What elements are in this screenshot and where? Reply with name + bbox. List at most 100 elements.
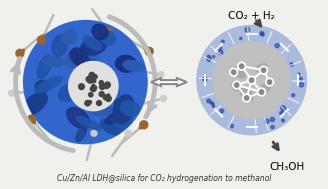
Ellipse shape bbox=[52, 35, 67, 57]
Ellipse shape bbox=[256, 64, 267, 72]
Circle shape bbox=[106, 96, 111, 101]
Circle shape bbox=[91, 130, 97, 136]
Circle shape bbox=[93, 75, 97, 79]
Ellipse shape bbox=[50, 101, 67, 110]
Ellipse shape bbox=[104, 83, 120, 96]
Circle shape bbox=[281, 106, 285, 110]
Circle shape bbox=[212, 105, 215, 107]
Circle shape bbox=[230, 68, 238, 76]
Ellipse shape bbox=[88, 65, 98, 78]
Ellipse shape bbox=[89, 103, 112, 116]
Circle shape bbox=[99, 92, 104, 97]
Text: CO₂ + H₂: CO₂ + H₂ bbox=[228, 11, 275, 21]
Circle shape bbox=[86, 77, 92, 82]
Ellipse shape bbox=[87, 79, 103, 90]
Circle shape bbox=[270, 117, 275, 122]
Circle shape bbox=[92, 84, 95, 88]
Circle shape bbox=[9, 90, 15, 96]
Circle shape bbox=[239, 64, 244, 68]
Circle shape bbox=[238, 62, 246, 70]
Ellipse shape bbox=[93, 98, 106, 126]
Circle shape bbox=[210, 101, 213, 104]
Circle shape bbox=[158, 72, 164, 77]
Circle shape bbox=[69, 61, 118, 111]
Circle shape bbox=[299, 82, 304, 87]
Circle shape bbox=[230, 124, 234, 128]
Ellipse shape bbox=[57, 69, 79, 91]
Circle shape bbox=[107, 94, 110, 97]
Ellipse shape bbox=[53, 65, 70, 76]
Circle shape bbox=[207, 57, 211, 61]
Circle shape bbox=[38, 36, 46, 44]
Circle shape bbox=[160, 95, 167, 101]
Ellipse shape bbox=[76, 48, 102, 68]
Ellipse shape bbox=[77, 66, 93, 84]
Ellipse shape bbox=[60, 97, 75, 105]
Ellipse shape bbox=[109, 99, 130, 108]
Circle shape bbox=[267, 80, 272, 84]
Ellipse shape bbox=[101, 31, 115, 45]
Circle shape bbox=[290, 63, 293, 66]
Ellipse shape bbox=[48, 67, 64, 76]
Ellipse shape bbox=[62, 30, 76, 44]
Ellipse shape bbox=[106, 96, 120, 117]
Circle shape bbox=[28, 115, 35, 123]
Ellipse shape bbox=[80, 95, 95, 110]
Circle shape bbox=[16, 49, 24, 57]
Circle shape bbox=[105, 82, 110, 88]
Circle shape bbox=[240, 37, 242, 40]
Ellipse shape bbox=[121, 101, 140, 116]
Circle shape bbox=[259, 66, 268, 74]
Ellipse shape bbox=[92, 24, 108, 39]
Ellipse shape bbox=[99, 79, 112, 98]
Circle shape bbox=[275, 43, 279, 48]
Ellipse shape bbox=[117, 103, 133, 133]
Ellipse shape bbox=[261, 84, 270, 92]
Circle shape bbox=[271, 125, 274, 129]
Circle shape bbox=[24, 21, 147, 144]
Circle shape bbox=[91, 86, 96, 91]
Ellipse shape bbox=[232, 81, 239, 91]
Circle shape bbox=[260, 32, 264, 35]
Circle shape bbox=[243, 94, 251, 102]
Circle shape bbox=[96, 101, 102, 105]
Circle shape bbox=[104, 28, 112, 36]
Ellipse shape bbox=[72, 48, 90, 69]
Ellipse shape bbox=[88, 53, 104, 67]
Circle shape bbox=[104, 84, 109, 88]
Ellipse shape bbox=[72, 77, 83, 88]
Ellipse shape bbox=[75, 75, 91, 90]
Circle shape bbox=[266, 78, 274, 86]
Ellipse shape bbox=[77, 68, 97, 82]
Circle shape bbox=[212, 103, 214, 105]
Ellipse shape bbox=[76, 117, 102, 130]
Ellipse shape bbox=[80, 60, 98, 79]
Polygon shape bbox=[151, 78, 187, 86]
Circle shape bbox=[232, 70, 236, 74]
Circle shape bbox=[140, 121, 148, 129]
Circle shape bbox=[218, 46, 222, 50]
Circle shape bbox=[279, 112, 282, 115]
Ellipse shape bbox=[44, 57, 63, 67]
Circle shape bbox=[89, 72, 95, 78]
Circle shape bbox=[261, 68, 266, 72]
Ellipse shape bbox=[22, 93, 47, 115]
Circle shape bbox=[93, 86, 97, 89]
Ellipse shape bbox=[240, 87, 253, 101]
Circle shape bbox=[248, 76, 256, 84]
Circle shape bbox=[299, 77, 302, 80]
Text: Cu/Zn/Al LDH@silica for CO₂ hydrogenation to methanol: Cu/Zn/Al LDH@silica for CO₂ hydrogenatio… bbox=[57, 174, 271, 183]
Ellipse shape bbox=[67, 107, 90, 128]
Circle shape bbox=[90, 87, 94, 91]
Ellipse shape bbox=[123, 60, 144, 72]
Circle shape bbox=[103, 95, 108, 100]
Circle shape bbox=[99, 84, 105, 89]
Text: CH₃OH: CH₃OH bbox=[270, 162, 305, 171]
Circle shape bbox=[207, 99, 211, 103]
Circle shape bbox=[79, 84, 84, 90]
Ellipse shape bbox=[83, 36, 102, 50]
Circle shape bbox=[85, 101, 90, 106]
Circle shape bbox=[88, 101, 92, 104]
Circle shape bbox=[259, 90, 264, 94]
Circle shape bbox=[89, 93, 93, 97]
